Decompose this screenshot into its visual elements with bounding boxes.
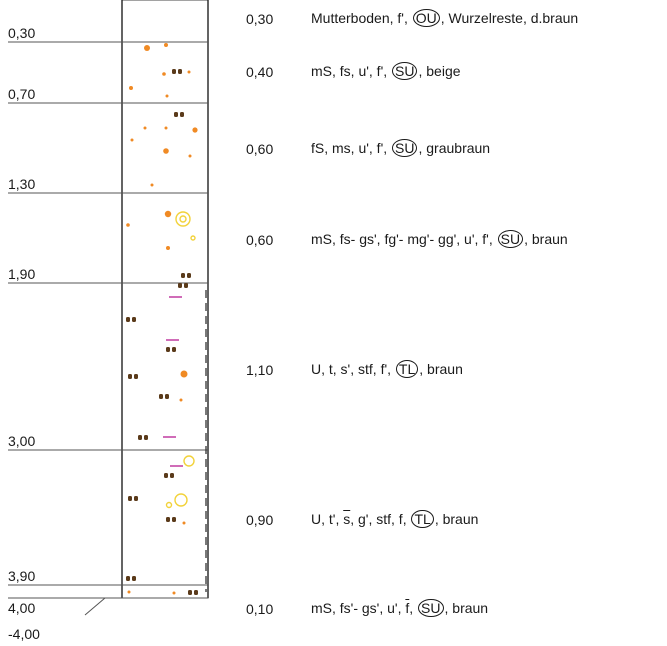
- description-text: mS, fs- gs', fg'- mg'- gg', u', f',: [311, 231, 497, 247]
- depth-label: -4,00: [8, 626, 40, 642]
- brown-cluster: [178, 283, 188, 288]
- orange-dot: [127, 590, 131, 594]
- description-text: , braun: [524, 231, 568, 247]
- description-text: mS, fs, u', f',: [311, 63, 392, 79]
- layer-thickness: 0,40: [246, 64, 274, 80]
- yellow-circle: [190, 235, 196, 241]
- description-text: U, t, s', stf, f',: [311, 361, 395, 377]
- brown-cluster: [181, 273, 191, 278]
- depth-label: 0,30: [8, 25, 36, 41]
- orange-dots: [126, 43, 198, 595]
- description-text: , graubraun: [418, 140, 491, 156]
- orange-dot: [179, 398, 183, 402]
- layer-description: fS, ms, u', f', SU, graubraun: [311, 139, 490, 157]
- overlined-symbol: f: [405, 600, 410, 616]
- description-text: fS, ms, u', f',: [311, 140, 392, 156]
- layer-description: Mutterboden, f', OU, Wurzelreste, d.brau…: [311, 9, 578, 27]
- orange-dot: [129, 86, 133, 90]
- yellow-circles: [165, 211, 196, 509]
- brown-cluster: [188, 590, 198, 595]
- orange-dot: [162, 72, 166, 76]
- brown-cluster: [164, 473, 174, 478]
- brown-cluster: [126, 576, 136, 581]
- description-text: , braun: [444, 600, 489, 616]
- description-text: , beige: [418, 63, 461, 79]
- soil-group-symbol: SU: [418, 599, 444, 617]
- soil-group-symbol: OU: [412, 9, 440, 27]
- layer-description: U, t, s', stf, f', TL, braun: [311, 360, 463, 378]
- orange-dot: [164, 210, 172, 218]
- depth-label: 1,90: [8, 266, 36, 282]
- brown-cluster: [138, 435, 148, 440]
- yellow-circle: [175, 211, 191, 227]
- brown-cluster: [128, 496, 138, 501]
- depth-label: 3,90: [8, 568, 36, 584]
- layer-description: mS, fs'- gs', u', f, SU, braun: [311, 599, 488, 617]
- orange-dot: [164, 43, 168, 47]
- terrain-slope: [84, 597, 122, 616]
- layer-description: U, t', s, g', stf, f, TL, braun: [311, 510, 478, 528]
- yellow-circle: [165, 501, 173, 509]
- yellow-circle: [179, 215, 187, 223]
- orange-dot: [165, 94, 169, 98]
- orange-dot: [188, 154, 192, 158]
- soil-group-symbol: SU: [497, 230, 524, 248]
- layer-thickness: 0,10: [246, 601, 274, 617]
- brown-cluster: [166, 347, 176, 352]
- orange-dot: [163, 148, 169, 154]
- description-text: mS, fs'- gs', u',: [311, 600, 406, 616]
- yellow-circle: [174, 493, 188, 507]
- brown-cluster: [128, 374, 138, 379]
- description-text: , g', stf, f,: [350, 511, 411, 527]
- magenta-dashes: [163, 296, 183, 467]
- description-text: , braun: [419, 361, 463, 377]
- orange-dot: [172, 591, 176, 595]
- soil-group-symbol: TL: [411, 510, 434, 528]
- orange-dot: [144, 45, 150, 51]
- orange-dot: [166, 246, 170, 250]
- soil-group-symbol: SU: [392, 139, 418, 157]
- orange-dot: [150, 183, 154, 187]
- layer-thickness: 1,10: [246, 362, 274, 378]
- soil-group-symbol: TL: [395, 360, 419, 378]
- orange-dot: [180, 370, 188, 378]
- orange-dot: [130, 138, 134, 142]
- orange-dot: [126, 223, 130, 227]
- brown-cluster: [174, 112, 184, 117]
- description-text: , braun: [434, 511, 479, 527]
- orange-dot: [182, 521, 186, 525]
- depth-label: 1,30: [8, 176, 36, 192]
- brown-cluster: [159, 394, 169, 399]
- brown-cluster: [126, 317, 136, 322]
- description-text: U, t',: [311, 511, 344, 527]
- layer-thickness: 0,60: [246, 232, 274, 248]
- depth-label: 3,00: [8, 433, 36, 449]
- layer-thickness: 0,60: [246, 141, 274, 157]
- layer-thickness: 0,90: [246, 512, 274, 528]
- layer-description: mS, fs, u', f', SU, beige: [311, 62, 461, 80]
- soil-group-symbol: SU: [392, 62, 418, 80]
- orange-dot: [164, 126, 168, 130]
- yellow-circle: [183, 455, 195, 467]
- layer-thickness: 0,30: [246, 11, 274, 27]
- depth-label: 4,00: [8, 600, 36, 616]
- orange-dot: [187, 70, 191, 74]
- brown-cluster: [172, 69, 182, 74]
- brown-clusters: [126, 69, 198, 595]
- layer-description: mS, fs- gs', fg'- mg'- gg', u', f', SU, …: [311, 230, 568, 248]
- profile-column: [121, 0, 209, 599]
- depth-label: 0,70: [8, 86, 36, 102]
- brown-cluster: [166, 517, 176, 522]
- orange-dot: [192, 127, 198, 133]
- overlined-symbol: s: [343, 511, 351, 527]
- description-text: ,: [409, 600, 418, 616]
- description-text: Mutterboden, f',: [311, 10, 412, 26]
- orange-dot: [143, 126, 147, 130]
- description-text: , Wurzelreste, d.braun: [440, 10, 579, 26]
